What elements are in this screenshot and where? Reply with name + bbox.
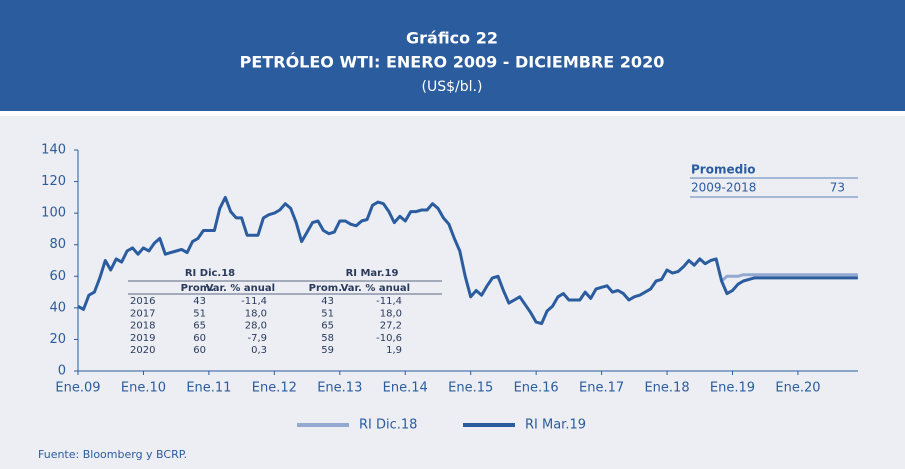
x-tick-label: Ene.20	[775, 381, 820, 396]
x-tick-label: Ene.09	[55, 381, 100, 396]
x-tick-label: Ene.12	[252, 381, 297, 396]
header-band	[0, 0, 905, 111]
table-cell: 43	[321, 296, 334, 307]
x-tick-label: Ene.19	[710, 381, 755, 396]
table: RI Dic.18 RI Mar.19 Prom.Var. % anual Pro…	[128, 268, 442, 356]
table-cell: 51	[193, 308, 206, 319]
chart-title: PETRÓLEO WTI: ENERO 2009 - DICIEMBRE 202…	[240, 53, 665, 72]
y-tick-label: 60	[49, 269, 66, 284]
table-cell: 65	[193, 321, 206, 332]
x-tick-label: Ene.11	[186, 381, 231, 396]
plot-background	[0, 116, 905, 469]
legend-label: RI Dic.18	[359, 418, 417, 433]
table-column: Var. % anual	[206, 283, 275, 294]
x-tick-label: Ene.15	[448, 381, 493, 396]
table-cell: 43	[193, 296, 206, 307]
x-tick-label: Ene.17	[579, 381, 624, 396]
table-cell: 2016	[130, 296, 155, 307]
table-cell: 2018	[130, 321, 155, 332]
y-tick-label: 140	[41, 143, 66, 158]
x-tick-label: Ene.16	[514, 381, 559, 396]
chart-label: Gráfico 22	[406, 29, 498, 48]
average-period: 2009-2018	[691, 181, 756, 195]
y-tick-label: 40	[49, 300, 66, 315]
series-line	[720, 273, 858, 283]
table-group: RI Mar.19	[346, 268, 399, 279]
table-cell: 28,0	[245, 321, 267, 332]
table-cell: -11,4	[376, 296, 402, 307]
y-tick-label: 0	[58, 364, 66, 379]
x-tick-label: Ene.18	[644, 381, 689, 396]
series-line	[77, 195, 858, 326]
x-tick-label: Ene.10	[121, 381, 166, 396]
y-tick-label: 120	[41, 174, 66, 189]
table-column: Var. % anual	[341, 283, 410, 294]
table-cell: -7,9	[247, 333, 267, 344]
table-column: Prom.	[181, 283, 214, 294]
average-title: Promedio	[691, 163, 756, 177]
table-cell: 1,9	[386, 345, 402, 356]
table-cell: -11,4	[241, 296, 267, 307]
y-tick-label: 80	[49, 237, 66, 252]
x-tick-label: Ene.14	[383, 381, 428, 396]
table-cell: 58	[321, 333, 334, 344]
table-cell: 65	[321, 321, 334, 332]
table-cell: 60	[193, 345, 206, 356]
table-cell: -10,6	[376, 333, 402, 344]
table-cell: 2019	[130, 333, 155, 344]
table-cell: 18,0	[245, 308, 267, 319]
chart-subtitle: (US$/bl.)	[422, 79, 483, 95]
average-value: 73	[830, 181, 845, 195]
y-tick-label: 100	[41, 206, 66, 221]
table-cell: 27,2	[380, 321, 402, 332]
legend-label: RI Mar.19	[525, 418, 586, 433]
source: Fuente: Bloomberg y BCRP.	[38, 448, 187, 461]
y-tick-label: 20	[49, 332, 66, 347]
table-cell: 51	[321, 308, 334, 319]
x-tick-label: Ene.13	[317, 381, 362, 396]
table-cell: 0,3	[251, 345, 267, 356]
table-cell: 2020	[130, 345, 155, 356]
table-cell: 59	[321, 345, 334, 356]
table-cell: 2017	[130, 308, 155, 319]
table-column: Prom.	[309, 283, 342, 294]
table-cell: 60	[193, 333, 206, 344]
table-cell: 18,0	[380, 308, 402, 319]
table-group: RI Dic.18	[185, 268, 235, 279]
